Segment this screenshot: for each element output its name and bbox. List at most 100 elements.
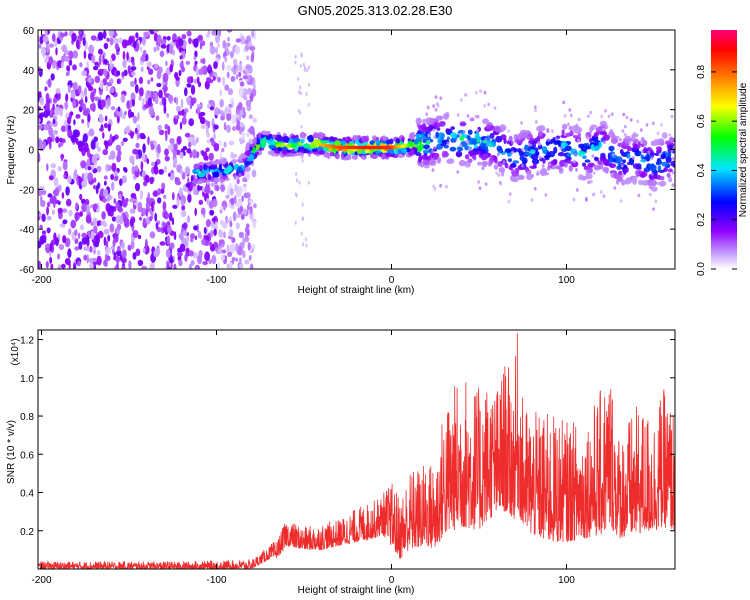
noise-blob (188, 263, 192, 269)
noise-blob (166, 235, 171, 245)
noise-blob (511, 150, 514, 155)
noise-blob (204, 184, 211, 194)
noise-blob (508, 192, 512, 196)
noise-blob (169, 258, 174, 264)
noise-blob (203, 227, 207, 235)
noise-blob (93, 177, 97, 183)
x-tick-label: -100 (206, 275, 226, 286)
ridge-blob (666, 172, 671, 178)
noise-blob (213, 228, 217, 236)
noise-blob (177, 111, 183, 116)
noise-blob (220, 116, 226, 121)
noise-blob (219, 99, 224, 108)
noise-blob (483, 104, 486, 108)
noise-blob (477, 180, 480, 184)
noise-blob (521, 164, 524, 168)
noise-blob (61, 44, 68, 53)
noise-blob (38, 139, 43, 149)
noise-blob (219, 205, 224, 211)
noise-blob (484, 137, 488, 142)
noise-blob (495, 171, 498, 175)
noise-blob (242, 177, 247, 183)
noise-blob (52, 97, 58, 104)
noise-blob (74, 238, 79, 245)
noise-blob (179, 243, 186, 252)
noise-blob (244, 259, 250, 265)
noise-blob (193, 55, 196, 60)
noise-blob (671, 170, 675, 175)
noise-blob (479, 89, 482, 93)
noise-blob (65, 124, 68, 133)
noise-blob (668, 133, 672, 137)
noise-blob (220, 254, 225, 261)
noise-blob (193, 225, 198, 231)
noise-blob (46, 163, 49, 171)
noise-blob (218, 230, 224, 238)
noise-blob (163, 86, 167, 97)
noise-blob (39, 212, 42, 218)
noise-blob (82, 109, 89, 116)
ridge-blob (542, 158, 546, 164)
noise-blob (121, 39, 128, 49)
ridge-blob (450, 132, 458, 139)
snr-x-label: Height of straight line (km) (298, 585, 415, 596)
colorbar-tick-label: 0.0 (696, 262, 707, 276)
noise-blob (209, 106, 214, 111)
noise-blob (186, 30, 192, 37)
noise-blob (45, 93, 50, 101)
ridge-blob (471, 138, 478, 146)
ridge-blob (415, 152, 422, 157)
noise-blob (108, 30, 115, 38)
noise-blob (242, 106, 246, 114)
noise-blob (239, 205, 244, 213)
colorbar-tick-label: 0.6 (696, 114, 707, 128)
noise-blob (196, 76, 200, 84)
ridge-blob (510, 162, 517, 168)
noise-blob (180, 98, 184, 109)
ridge-blob (425, 140, 431, 145)
noise-blob (62, 219, 68, 225)
noise-blob (141, 134, 146, 140)
noise-blob (90, 35, 97, 41)
noise-blob (72, 50, 79, 59)
noise-blob (137, 259, 144, 267)
noise-blob (121, 241, 125, 250)
ridge-blob (623, 152, 628, 157)
y-tick-label: 0.4 (20, 489, 34, 500)
noise-blob (61, 208, 68, 213)
noise-blob (188, 37, 192, 45)
ridge-blob (308, 134, 314, 142)
noise-blob (225, 219, 229, 224)
x-tick-label: 100 (558, 275, 575, 286)
spectrogram-x-label: Height of straight line (km) (298, 285, 415, 296)
ridge-blob (422, 118, 427, 124)
noise-blob (197, 35, 203, 41)
noise-blob (427, 133, 431, 138)
noise-blob (219, 89, 223, 97)
ridge-blob (521, 131, 528, 139)
noise-blob (201, 238, 206, 246)
noise-blob (118, 206, 123, 213)
ridge-blob (340, 152, 345, 160)
noise-blob (671, 156, 675, 161)
spectrogram-y-label: Frequency (Hz) (6, 116, 17, 185)
noise-blob (91, 154, 98, 164)
noise-blob (224, 55, 228, 63)
y-tick-label: 60 (23, 26, 35, 37)
noise-blob (47, 201, 51, 208)
noise-blob (92, 203, 98, 210)
noise-blob (173, 263, 177, 269)
ridge-blob (537, 130, 543, 137)
noise-blob (60, 61, 64, 69)
noise-blob (103, 122, 108, 129)
ridge-blob (429, 139, 434, 143)
noise-blob (86, 246, 90, 252)
ridge-blob (629, 158, 635, 166)
noise-blob (176, 198, 180, 208)
noise-blob (77, 260, 81, 267)
noise-blob (155, 222, 159, 230)
noise-blob (645, 123, 649, 127)
noise-blob (133, 204, 136, 210)
noise-blob (142, 217, 146, 225)
